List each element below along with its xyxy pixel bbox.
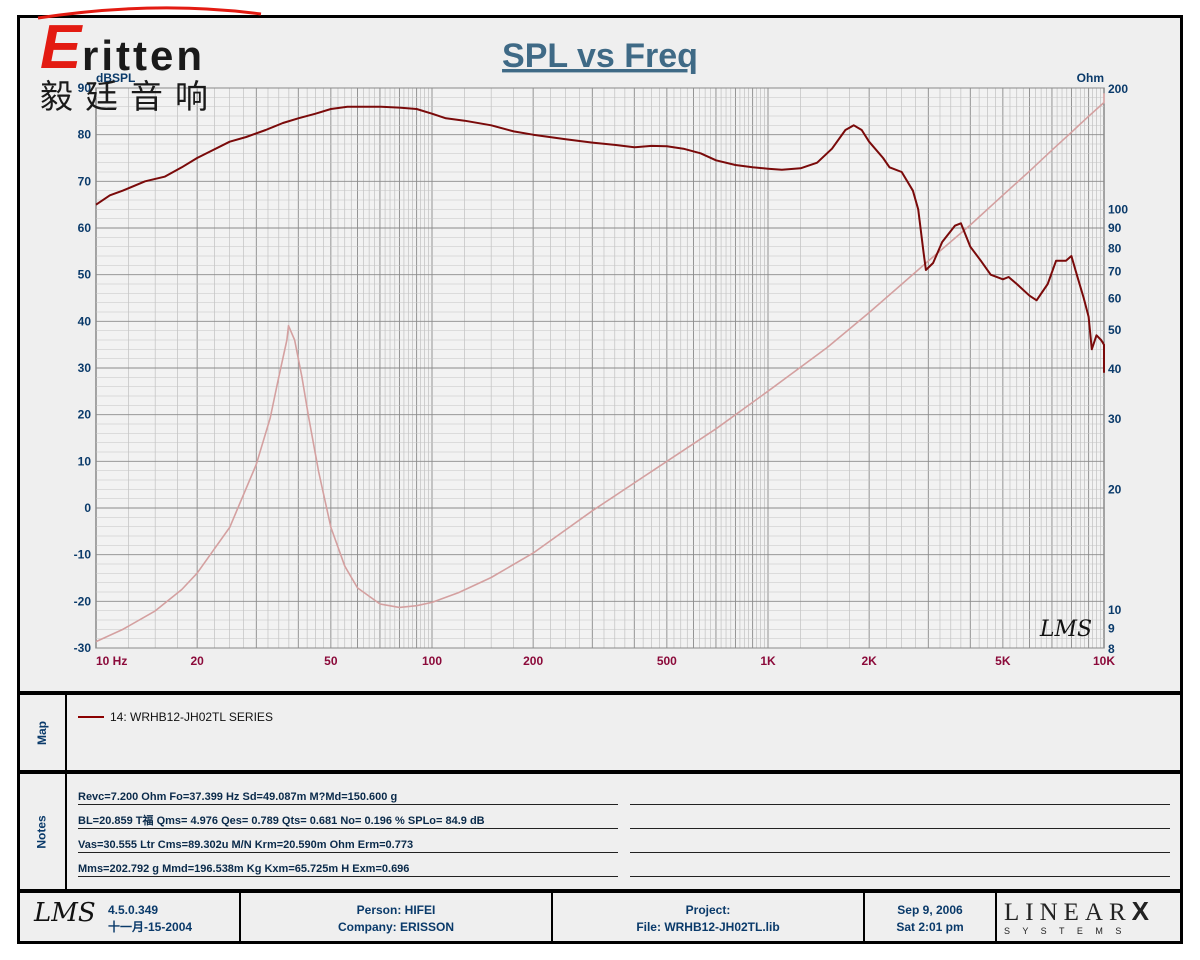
x-tick-label: 20 [190, 654, 204, 668]
project-info: Project: File: WRHB12-JH02TL.lib [553, 898, 863, 940]
y-left-tick-label: 60 [78, 221, 92, 235]
y-left-tick-label: 0 [84, 501, 91, 515]
y-left-tick-label: 90 [78, 81, 92, 95]
linearx-name: LINEAR [1004, 899, 1132, 926]
y-left-tick-label: 10 [78, 454, 92, 468]
y-right-tick-label: 40 [1108, 362, 1122, 376]
x-tick-label: 1K [760, 654, 776, 668]
x-tick-label: 10K [1093, 654, 1115, 668]
note-line-2: BL=20.859 T福 Qms= 4.976 Qes= 0.789 Qts= … [78, 814, 618, 829]
x-tick-label: 2K [861, 654, 877, 668]
x-tick-label: 200 [523, 654, 543, 668]
map-panel-label: Map [35, 720, 49, 745]
version-info: 4.5.0.349 十一月-15-2004 [108, 902, 192, 936]
date-info: Sep 9, 2006 Sat 2:01 pm [865, 898, 995, 940]
divider [995, 893, 997, 941]
note-blank-line [630, 790, 1170, 805]
y-right-axis-label: Ohm [1077, 71, 1104, 85]
person-name: Person: HIFEI [356, 903, 436, 917]
y-left-tick-label: -20 [74, 594, 92, 608]
tick-labels: 10 Hz 20 50 100 200 500 1K 2K 5K 10K9080706050403… [74, 81, 1129, 668]
y-right-tick-label: 200 [1108, 82, 1128, 96]
divider [65, 695, 67, 770]
y-right-tick-label: 70 [1108, 265, 1122, 279]
eritten-logo: E ritten 毅廷音响 [37, 6, 262, 116]
x-tick-label: 100 [422, 654, 442, 668]
logo-chinese-name: 毅廷音响 [40, 77, 220, 116]
y-right-tick-label: 50 [1108, 323, 1122, 337]
divider [551, 893, 553, 941]
x-tick-label: 50 [324, 654, 338, 668]
y-right-tick-label: 20 [1108, 483, 1122, 497]
y-right-tick-label: 9 [1108, 622, 1115, 636]
note-line-1: Revc=7.200 Ohm Fo=37.399 Hz Sd=49.087m M… [78, 790, 618, 805]
project-file: File: WRHB12-JH02TL.lib [636, 920, 780, 934]
y-left-tick-label: 20 [78, 408, 92, 422]
divider [863, 893, 865, 941]
spl-series-line [95, 105, 1105, 373]
logo-text: ritten [82, 32, 205, 79]
y-right-tick-label: 90 [1108, 221, 1122, 235]
notes-panel-label: Notes [35, 814, 49, 849]
note-line-4: Mms=202.792 g Mmd=196.538m Kg Kxm=65.725… [78, 862, 618, 877]
y-right-tick-label: 60 [1108, 291, 1122, 305]
version-date: 十一月-15-2004 [108, 920, 193, 934]
y-left-tick-label: 70 [78, 174, 92, 188]
y-left-tick-label: 40 [78, 314, 92, 328]
y-left-tick-label: -30 [74, 641, 92, 655]
linearx-systems: S Y S T E M S [1004, 926, 1127, 936]
y-left-tick-label: 50 [78, 268, 92, 282]
linearx-x: X [1131, 896, 1155, 926]
y-right-tick-label: 30 [1108, 412, 1122, 426]
report-time: Sat 2:01 pm [896, 920, 964, 934]
note-blank-line [630, 862, 1170, 877]
version-number: 4.5.0.349 [108, 903, 159, 917]
x-tick-label: 500 [657, 654, 677, 668]
project-label: Project: [685, 903, 731, 917]
y-left-tick-label: -10 [74, 548, 92, 562]
spl-chart: 10 Hz 20 50 100 200 500 1K 2K 5K 10K9080706050403… [74, 37, 1129, 668]
y-left-axis-label: dBSPL [96, 71, 135, 85]
impedance-series-line [95, 93, 1105, 643]
x-tick-label: 10 Hz [96, 654, 127, 668]
chart-title: SPL vs Freq [502, 37, 698, 75]
legend-entry: 14: WRHB12-JH02TL SERIES [78, 710, 273, 724]
y-right-tick-label: 100 [1108, 203, 1128, 217]
y-right-tick-label: 10 [1108, 603, 1122, 617]
note-blank-line [630, 814, 1170, 829]
divider [65, 774, 67, 889]
y-right-tick-label: 80 [1108, 241, 1122, 255]
legend-entry-label: 14: WRHB12-JH02TL SERIES [110, 710, 273, 724]
y-left-tick-label: 30 [78, 361, 92, 375]
note-line-3: Vas=30.555 Ltr Cms=89.302u M/N Krm=20.59… [78, 838, 618, 853]
grid [95, 87, 1105, 649]
company-name: Company: ERISSON [337, 920, 454, 934]
lms-logo: LMS [34, 898, 96, 928]
logo-initial: E [40, 13, 83, 82]
note-blank-line [630, 838, 1170, 853]
person-info: Person: HIFEI Company: ERISSON [241, 898, 551, 940]
divider [239, 893, 241, 941]
y-left-tick-label: 80 [78, 128, 92, 142]
divider [17, 889, 1183, 893]
divider [17, 691, 1183, 695]
legend-swatch [78, 716, 104, 718]
y-right-tick-label: 8 [1108, 642, 1115, 656]
lms-watermark: LMS [1039, 617, 1092, 642]
linearx-logo: LINEARX S Y S T E M S [1004, 898, 1174, 940]
series-lines [95, 93, 1105, 643]
x-tick-label: 5K [995, 654, 1011, 668]
report-date: Sep 9, 2006 [897, 903, 963, 917]
divider [17, 770, 1183, 774]
